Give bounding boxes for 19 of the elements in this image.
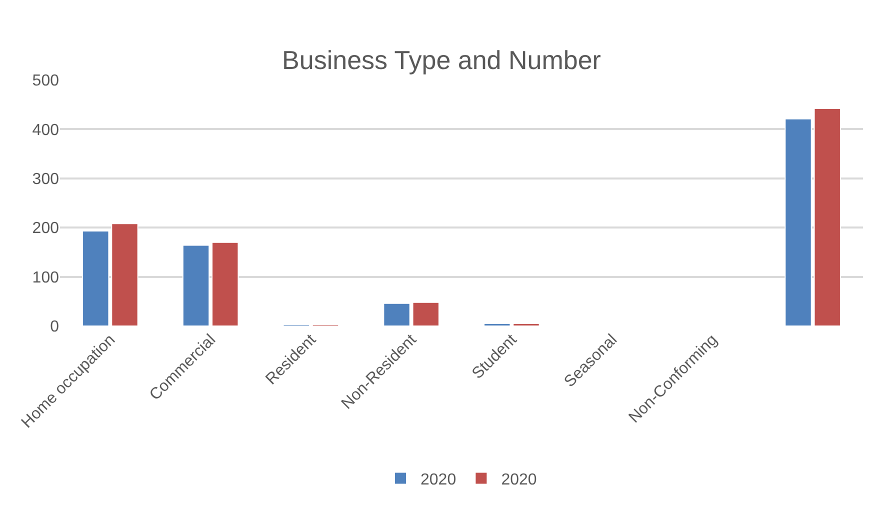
y-tick-label: 0	[50, 318, 60, 336]
bar	[182, 244, 210, 326]
bar	[111, 223, 138, 326]
bar	[383, 302, 410, 326]
y-tick-label: 500	[32, 72, 60, 90]
legend-label: 2020	[501, 471, 537, 488]
y-tick-label: 300	[32, 171, 60, 188]
bar	[484, 323, 511, 326]
bar	[512, 323, 540, 326]
y-tick-label: 400	[32, 122, 60, 139]
y-tick-label: 100	[32, 269, 60, 286]
bar	[814, 108, 841, 326]
y-tick-label: 200	[32, 220, 60, 238]
legend-label: 2020	[420, 471, 456, 488]
bar	[412, 302, 440, 326]
chart-title: Business Type and Number	[282, 45, 602, 75]
bar	[212, 242, 239, 326]
bar	[82, 230, 110, 326]
bar	[784, 118, 812, 326]
